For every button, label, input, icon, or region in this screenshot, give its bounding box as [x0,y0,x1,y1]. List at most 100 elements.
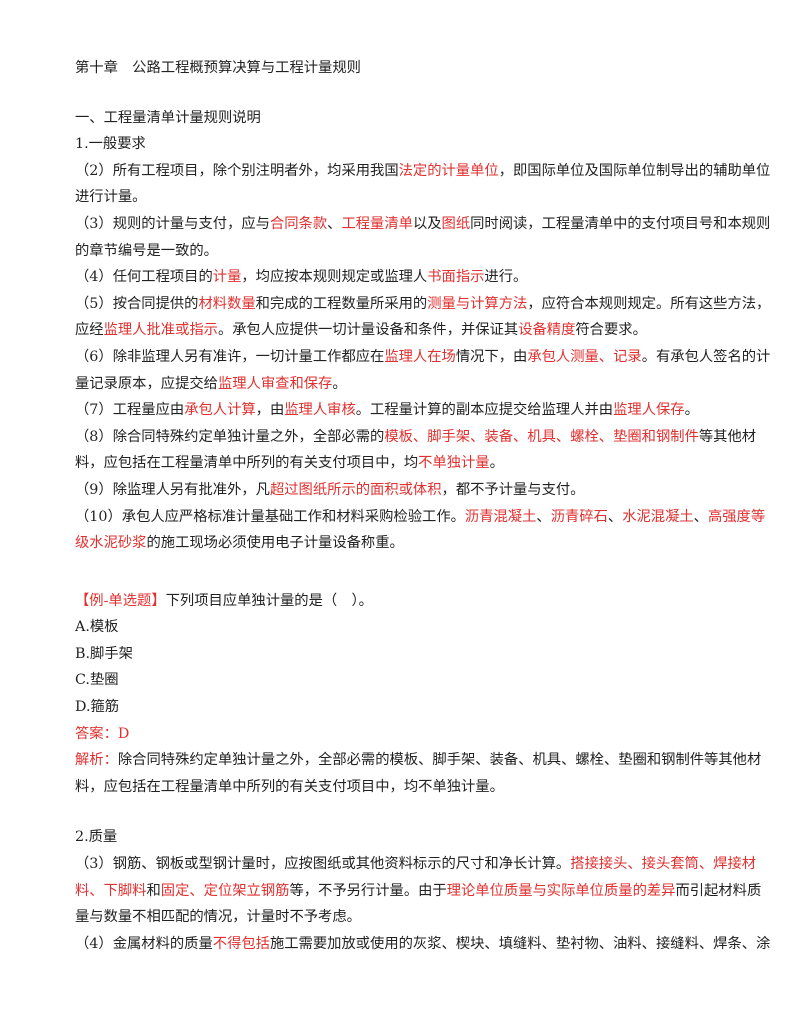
text-run: 下列项目应单独计量的是（ ）。 [165,592,373,609]
text-run: 量与数量不相匹配的情况，计量时不予考虑。 [75,909,361,926]
text-run: （3）钢筋、钢板或型钢计量时，应按图纸或其他资料标示的尺寸和净长计算。 [75,856,571,873]
text-line: 料、下脚料和固定、定位架立钢筋等，不予另行计量。由于理论单位质量与实际单位质量的… [75,878,761,905]
highlighted-text: 图纸 [441,215,471,232]
highlighted-text: 监理人审核 [284,402,356,419]
highlighted-text: 工程量清单 [341,215,413,232]
text-run: 、 [536,508,551,525]
text-line: （6）除非监理人另有准许，一切计量工作都应在监理人在场情况下，由承包人测量、记录… [75,344,770,371]
text-run: 、 [693,508,708,525]
highlighted-text: 不单独计量 [418,455,490,472]
text-run: 、 [327,215,342,232]
text-run: 。有承包人签名的计 [641,348,771,365]
section-heading: 一、工程量清单计量规则说明 [75,105,755,132]
highlighted-text: 沥青碎石 [550,508,608,525]
text-line: 第十章 公路工程概预算决算与工程计量规则 [75,55,755,82]
text-line: 【例-单选题】下列项目应单独计量的是（ ）。 [75,588,755,615]
chapter-title: 第十章 公路工程概预算决算与工程计量规则 [75,55,755,82]
text-run: 进行计量。 [75,189,147,206]
highlighted-text: 答案：D [75,725,130,742]
highlighted-text: 超过图纸所示的面积或体积 [269,481,442,498]
highlighted-text: 模板、脚手架、装备、机具、螺栓、垫圈和钢制件 [384,428,699,445]
text-run: 符合要求。 [575,322,647,339]
paragraph: （4）任何工程项目的计量，均应按本规则规定或监理人书面指示进行。 [75,264,755,291]
text-run: 以及 [412,215,442,232]
highlighted-text: 计量 [212,269,242,286]
text-line: 答案：D [75,721,755,748]
highlighted-text: 搭接接头、接头套筒、焊接材 [570,856,757,873]
highlighted-text: 【例-单选题】 [75,592,166,609]
highlighted-text: 沥青混凝土 [464,508,537,525]
text-run: 除合同特殊约定单独计量之外，全部必需的模板、脚手架、装备、机具、螺栓、垫圈和钢制… [117,752,762,769]
text-line: 量记录原本，应提交给监理人审查和保存。 [75,371,755,398]
text-run: 同时阅读，工程量清单中的支付项目号和本规则 [470,215,771,232]
text-run: 2.质量 [75,829,118,846]
text-line: 应经监理人批准或指示。承包人应提供一切计量设备和条件，并保证其设备精度符合要求。 [75,317,755,344]
text-run: B.脚手架 [75,645,133,662]
text-run: （7）工程量应由 [75,402,185,419]
text-line: （4）金属材料的质量不得包括施工需要加放或使用的灰浆、楔块、填缝料、垫衬物、油料… [75,931,770,958]
paragraph: （3）钢筋、钢板或型钢计量时，应按图纸或其他资料标示的尺寸和净长计算。搭接接头、… [75,851,761,931]
highlighted-text: 书面指示 [427,269,485,286]
paragraph: （3）规则的计量与支付，应与合同条款、工程量清单以及图纸同时阅读，工程量清单中的… [75,211,770,264]
text-line: （5）按合同提供的材料数量和完成的工程数量所采用的测量与计算方法，应符合本规则规… [75,291,770,318]
text-line: 料，应包括在工程量清单中所列的有关支付项目中，均不单独计量。 [75,450,755,477]
paragraph: （4）金属材料的质量不得包括施工需要加放或使用的灰浆、楔块、填缝料、垫衬物、油料… [75,931,770,958]
paragraph: （8）除合同特殊约定单独计量之外，全部必需的模板、脚手架、装备、机具、螺栓、垫圈… [75,424,757,477]
highlighted-text: 料、下脚料 [75,882,147,899]
highlighted-text: 材料数量 [198,295,256,312]
text-run: C.垫圈 [75,672,119,689]
text-run: （4）任何工程项目的 [75,269,213,286]
highlighted-text: 水泥混凝土 [622,508,694,525]
text-run: ，由 [255,402,285,419]
text-run: 的章节编号是一致的。 [75,242,218,259]
text-line: 量与数量不相匹配的情况，计量时不予考虑。 [75,904,755,931]
option-d: D.箍筋 [75,694,755,721]
document-page: 第十章 公路工程概预算决算与工程计量规则一、工程量清单计量规则说明 1.一般要求 （… [75,55,770,958]
text-line: （4）任何工程项目的计量，均应按本规则规定或监理人书面指示进行。 [75,264,755,291]
text-line: （2）所有工程项目，除个别注明者外，均采用我国法定的计量单位，即国际单位及国际单… [75,158,770,185]
option-b: B.脚手架 [75,641,755,668]
text-run: 而引起材料质 [675,882,762,899]
text-run: 1.一般要求 [75,136,146,153]
text-run: 和 [146,882,161,899]
highlighted-text: 测量与计算方法 [427,295,528,312]
paragraph: （6）除非监理人另有准许，一切计量工作都应在监理人在场情况下，由承包人测量、记录… [75,344,770,398]
text-run: D.箍筋 [75,699,120,716]
text-run: 情况下，由 [455,348,528,365]
highlighted-text: 监理人批准或指示 [103,322,218,339]
highlighted-text: 承包人测量、记录 [527,348,642,365]
highlighted-text: 高强度等 [707,508,766,525]
text-run: 和完成的工程数量所采用的 [255,295,428,312]
highlighted-text: 设备精度 [518,322,576,339]
text-line: 1.一般要求 [75,131,755,158]
text-run: 应经 [75,322,104,339]
text-run: ，即国际单位及国际单位制导出的辅助单位 [498,162,771,179]
text-run: （9）除监理人另有批准外，凡 [75,481,270,498]
text-run: （4）金属材料的质量 [75,935,213,952]
text-run: 。 [684,402,699,419]
text-run: （10）承包人应严格标准计量基础工作和材料采购检验工作。 [75,508,465,525]
paragraph: （5）按合同提供的材料数量和完成的工程数量所采用的测量与计算方法，应符合本规则规… [75,291,770,344]
text-run: 的施工现场必须使用电子计量设备称重。 [146,535,404,552]
highlighted-text: 监理人在场 [384,348,456,365]
text-run: 、 [607,508,623,525]
highlighted-text: 级水泥砂浆 [75,535,147,552]
text-line: （3）规则的计量与支付，应与合同条款、工程量清单以及图纸同时阅读，工程量清单中的… [75,211,770,238]
text-line: （7）工程量应由承包人计算，由监理人审核。工程量计算的副本应提交给监理人并由监理… [75,397,755,424]
text-run: 施工需要加放或使用的灰浆、楔块、填缝料、垫衬物、油料、接缝料、焊条、涂 [269,935,771,952]
text-line: B.脚手架 [75,641,755,668]
paragraph: （9）除监理人另有批准外，凡超过图纸所示的面积或体积，都不予计量与支付。 [75,477,755,504]
subsection-heading: 2.质量 [75,824,755,851]
text-line: 进行计量。 [75,184,755,211]
text-run: A.模板 [75,619,119,636]
text-line: D.箍筋 [75,694,755,721]
text-run: 。承包人应提供一切计量设备和条件，并保证其 [217,322,519,339]
text-run: 等，不予另行计量。由于 [289,882,447,899]
explanation: 解析：除合同特殊约定单独计量之外，全部必需的模板、脚手架、装备、机具、螺栓、垫圈… [75,747,761,800]
highlighted-text: 不得包括 [212,935,270,952]
text-run: 等其他材 [698,428,757,445]
paragraph: （2）所有工程项目，除个别注明者外，均采用我国法定的计量单位，即国际单位及国际单… [75,158,770,211]
text-run: 第十章 公路工程概预算决算与工程计量规则 [75,60,361,76]
text-line: 一、工程量清单计量规则说明 [75,105,755,132]
text-run: ，应符合本规则规定。所有这些方法， [527,295,771,312]
